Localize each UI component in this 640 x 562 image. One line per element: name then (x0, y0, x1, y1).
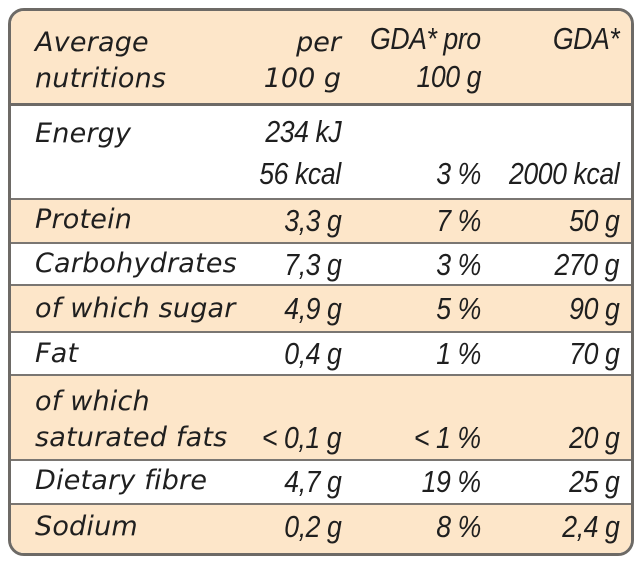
row-per100: 4,9 g (283, 291, 342, 326)
header-gda: GDA* (552, 21, 620, 56)
row-per100: 0,4 g (283, 336, 342, 371)
row-label: Dietary fibre (35, 465, 208, 496)
energy-kcal: 56 kcal (259, 156, 342, 191)
row-pct: < 1 % (414, 420, 481, 455)
header-gda-pro-line2: 100 g (416, 59, 481, 94)
row-pct: 7 % (436, 203, 481, 238)
row-per100: 7,3 g (283, 247, 342, 282)
row-label-line1: of which (35, 386, 150, 417)
row-per100: 4,7 g (283, 464, 342, 499)
table-row: of which sugar 4,9 g 5 % 90 g (11, 286, 631, 333)
header-label-line2: nutritions (35, 63, 167, 94)
row-per100: < 0,1 g (261, 420, 342, 455)
energy-row: Energy 234 kJ 56 kcal 3 % 2000 kcal (11, 106, 631, 200)
row-label: Fat (35, 338, 79, 369)
row-pct: 8 % (436, 509, 481, 544)
energy-gda: 2000 kcal (508, 156, 620, 191)
table-row: of which saturated fats < 0,1 g < 1 % 20… (11, 376, 631, 461)
row-gda: 70 g (568, 336, 620, 371)
row-gda: 2,4 g (561, 509, 620, 544)
row-gda: 270 g (554, 247, 619, 282)
header-per-line2: 100 g (263, 63, 341, 94)
row-pct: 19 % (421, 464, 481, 499)
row-label: of which sugar (35, 293, 236, 324)
row-pct: 1 % (436, 336, 481, 371)
table-row: Fat 0,4 g 1 % 70 g (11, 333, 631, 376)
row-gda: 25 g (568, 464, 620, 499)
row-per100: 3,3 g (283, 203, 342, 238)
header-label-line1: Average (35, 27, 149, 58)
row-label-line2: saturated fats (35, 422, 228, 453)
row-label: Sodium (35, 511, 138, 542)
table-row: Sodium 0,2 g 8 % 2,4 g (11, 505, 631, 553)
energy-pct: 3 % (436, 156, 481, 191)
table-row: Carbohydrates 7,3 g 3 % 270 g (11, 244, 631, 286)
row-label: Carbohydrates (35, 248, 237, 279)
energy-kj: 234 kJ (265, 114, 341, 149)
row-gda: 20 g (568, 420, 620, 455)
row-label: Protein (35, 204, 133, 235)
header-per-line1: per (296, 27, 341, 58)
energy-label: Energy (35, 118, 132, 149)
row-gda: 50 g (568, 203, 620, 238)
row-pct: 5 % (436, 291, 481, 326)
nutrition-table: Average nutritions per 100 g GDA* pro 10… (8, 8, 634, 556)
table-row: Protein 3,3 g 7 % 50 g (11, 200, 631, 244)
row-gda: 90 g (568, 291, 620, 326)
row-pct: 3 % (436, 247, 481, 282)
header-gda-pro-line1: GDA* pro (370, 21, 481, 56)
table-row: Dietary fibre 4,7 g 19 % 25 g (11, 461, 631, 505)
header-row: Average nutritions per 100 g GDA* pro 10… (11, 11, 631, 106)
row-per100: 0,2 g (283, 509, 342, 544)
